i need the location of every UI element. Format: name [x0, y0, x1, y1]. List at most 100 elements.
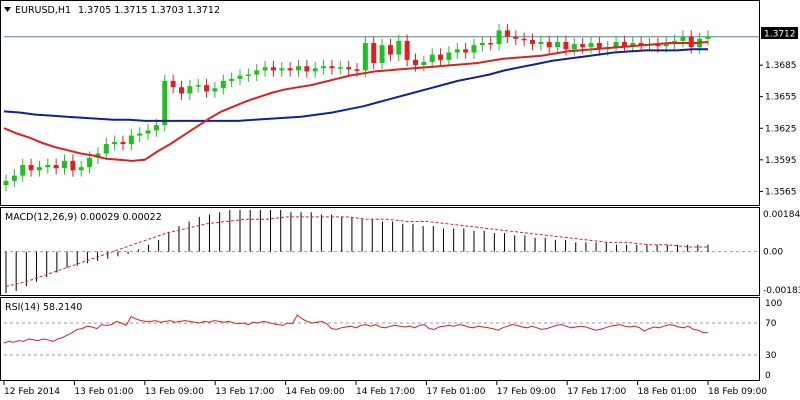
macd-axis-label: -0.00183: [763, 286, 800, 296]
candle-body: [304, 66, 310, 72]
rsi-axis-label: 70: [765, 319, 777, 329]
candle-body: [78, 167, 84, 171]
candle-body: [137, 133, 143, 136]
candle-body: [212, 88, 218, 92]
candle-body: [421, 61, 427, 66]
candle-body: [296, 66, 301, 71]
candle-body: [530, 39, 535, 45]
candle-body: [220, 80, 226, 89]
candle-body: [262, 67, 268, 71]
macd-signal-line: [5, 216, 708, 287]
macd-header: MACD(12,26,9) 0.00029 0.00022: [5, 212, 162, 223]
fast-moving-average-line: [3, 41, 709, 162]
candle-body: [153, 125, 159, 131]
candle-body: [371, 43, 377, 64]
candle-body: [638, 43, 644, 45]
candle-body: [20, 165, 26, 176]
candle-body: [613, 41, 619, 48]
slow-moving-average-line: [3, 48, 708, 122]
price-axis-label: 1.3565: [765, 187, 797, 197]
candle-body: [162, 80, 168, 126]
candle-body: [387, 45, 393, 55]
candle-body: [588, 43, 594, 48]
candle-body: [621, 41, 627, 47]
candle-body: [596, 43, 602, 50]
rsi-axis-label: 30: [765, 351, 777, 361]
candle-body: [62, 160, 67, 169]
candle-body: [471, 45, 477, 53]
rsi-line: [3, 314, 708, 344]
candle-body: [3, 180, 9, 186]
candle-body: [688, 36, 694, 48]
price-axis-label: 1.3685: [765, 61, 797, 71]
candle-body: [53, 165, 59, 169]
candle-body: [496, 30, 502, 45]
rsi-panel-frame: [0, 297, 760, 381]
candle-body: [128, 135, 134, 145]
candle-body: [630, 43, 636, 47]
candle-body: [45, 165, 51, 168]
symbol-label: EURUSD,H1: [15, 5, 71, 16]
candle-body: [204, 85, 210, 92]
candle-body: [571, 44, 577, 50]
price-axis-label: 1.3625: [765, 124, 797, 134]
candle-body: [145, 130, 151, 134]
dropdown-triangle-icon[interactable]: [4, 7, 11, 12]
candle-body: [103, 144, 109, 154]
time-axis-label: 18 Feb 09:00: [708, 387, 767, 397]
candle-body: [112, 141, 118, 145]
price-panel-frame: [0, 0, 760, 206]
time-axis-label: 18 Feb 01:00: [638, 387, 697, 397]
candle-body: [279, 68, 285, 71]
candle-body: [287, 68, 293, 71]
candle-body: [663, 43, 669, 47]
candle-body: [488, 43, 494, 45]
candle-body: [521, 38, 527, 41]
candle-body: [438, 54, 444, 60]
candle-body: [513, 36, 519, 39]
candle-body: [504, 30, 510, 37]
candle-body: [120, 141, 126, 145]
candle-body: [446, 52, 452, 60]
macd-panel-frame: [0, 207, 760, 296]
time-axis-label: 13 Feb 17:00: [215, 387, 274, 397]
candle-body: [28, 165, 34, 171]
candle-body: [245, 74, 251, 77]
time-axis-label: 17 Feb 01:00: [426, 387, 485, 397]
candle-body: [36, 167, 42, 171]
time-axis-label: 14 Feb 09:00: [286, 387, 345, 397]
candle-body: [429, 54, 435, 62]
price-axis-label: 1.3595: [765, 156, 797, 166]
candle-body: [396, 40, 402, 55]
price-badge-bg: [761, 27, 798, 39]
candle-body: [11, 175, 17, 181]
candle-body: [237, 75, 243, 79]
candle-body: [404, 40, 410, 60]
candle-body: [454, 49, 460, 53]
candle-body: [354, 69, 360, 71]
candle-body: [337, 67, 343, 69]
candle-body: [463, 49, 469, 53]
candle-body: [187, 86, 193, 94]
time-axis-label: 12 Feb 2014: [4, 387, 60, 397]
candle-body: [195, 85, 201, 87]
macd-axis-label: 0.00: [763, 248, 783, 258]
candle-body: [546, 41, 552, 48]
candle-body: [70, 160, 76, 171]
rsi-axis-label: 100: [765, 299, 782, 309]
candle-body: [655, 44, 661, 47]
rsi-axis-label: 0: [765, 371, 771, 381]
candle-body: [379, 45, 385, 64]
rsi-header: RSI(14) 58.2140: [5, 302, 82, 313]
price-badge: 1.3712: [764, 30, 796, 40]
candle-body: [270, 67, 276, 71]
ohlc-values: 1.3705 1.3715 1.3703 1.3712: [78, 5, 220, 16]
candle-body: [179, 87, 184, 94]
candle-body: [362, 43, 368, 71]
candle-body: [479, 43, 485, 46]
time-axis-label: 14 Feb 17:00: [356, 387, 415, 397]
candle-body: [672, 40, 678, 44]
time-axis-label: 17 Feb 09:00: [497, 387, 556, 397]
time-axis-label: 13 Feb 09:00: [145, 387, 204, 397]
